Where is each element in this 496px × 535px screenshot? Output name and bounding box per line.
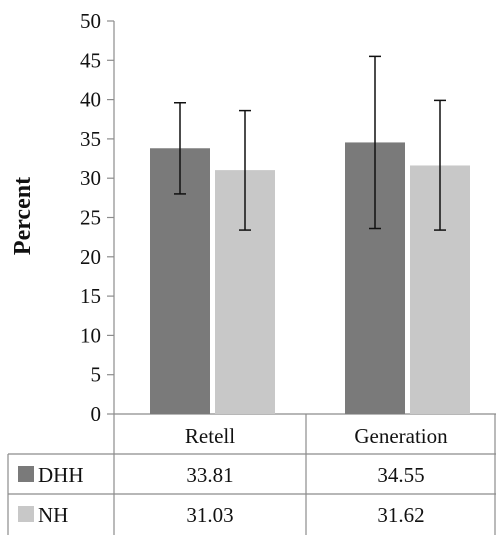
y-tick-label: 30 xyxy=(80,166,101,190)
category-label: Generation xyxy=(354,424,448,448)
y-tick-label: 20 xyxy=(80,245,101,269)
data-table: Retell Generation DHH 33.81 34.55 NH 31.03 31.6… xyxy=(7,414,496,535)
y-tick-label: 15 xyxy=(80,284,101,308)
y-tick-label: 40 xyxy=(80,88,101,112)
data-label: 31.62 xyxy=(377,503,424,527)
error-bars xyxy=(174,55,446,231)
y-axis-label: Percent xyxy=(10,177,36,255)
y-tick-label: 5 xyxy=(91,363,102,387)
bars xyxy=(150,142,470,414)
data-label: 33.81 xyxy=(186,463,233,487)
y-tick-label: 0 xyxy=(91,402,102,426)
legend-key-dhh xyxy=(18,466,34,482)
y-tick-label: 10 xyxy=(80,323,101,347)
data-label: 31.03 xyxy=(186,503,233,527)
data-label: 34.55 xyxy=(377,463,424,487)
legend-label: DHH xyxy=(38,463,84,487)
y-tick-label: 50 xyxy=(80,9,101,33)
y-tick-label: 35 xyxy=(80,127,101,151)
y-tick-label: 25 xyxy=(80,206,101,230)
legend-label: NH xyxy=(38,503,68,527)
category-label: Retell xyxy=(185,424,235,448)
legend-key-nh xyxy=(18,506,34,522)
axes: 0 5 10 15 20 25 30 35 40 45 50 xyxy=(80,9,496,426)
y-tick-label: 45 xyxy=(80,48,101,72)
